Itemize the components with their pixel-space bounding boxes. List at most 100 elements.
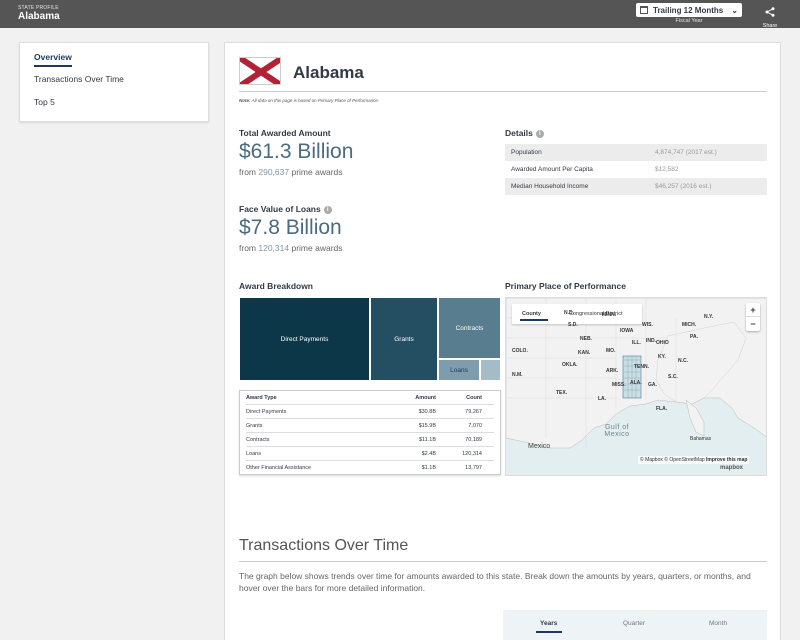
map-label-ind: IND.	[646, 338, 656, 344]
map-label-nc: N.C.	[678, 358, 688, 364]
map-label-minn: MINN.	[602, 312, 617, 318]
table-header: Award Type Amount Count	[246, 391, 494, 405]
divider	[239, 91, 767, 92]
attrib-mapbox-link[interactable]: © Mapbox	[640, 457, 663, 463]
place-of-performance-map[interactable]: County Congressional District + − N.D. M…	[505, 297, 767, 476]
map-label-ill: ILL.	[632, 340, 641, 346]
tab-month[interactable]: Month	[709, 620, 728, 627]
map-label-tenn: TENN.	[634, 364, 649, 370]
nav-active-indicator	[34, 65, 72, 67]
top-header-bar: STATE PROFILE Alabama Trailing 12 Months…	[0, 0, 800, 29]
improve-map-link[interactable]: Improve this map	[706, 457, 748, 463]
overview-panel: Alabama Note: All data on this page is b…	[224, 42, 781, 640]
share-button[interactable]: Share	[760, 4, 780, 29]
divider	[239, 561, 767, 562]
details-label: Details i	[505, 128, 544, 138]
tab-county[interactable]: County	[522, 311, 541, 317]
map-label-tex: TEX.	[556, 390, 568, 396]
map-layer-tabs: County Congressional District	[512, 304, 642, 324]
total-awarded-count: from 290,637 prime awards	[239, 167, 343, 177]
map-label-sc: S.C.	[668, 374, 678, 380]
award-treemap: Direct Payments Grants Contracts Loans	[239, 297, 501, 381]
map-label-neb: NEB.	[580, 336, 592, 342]
tab-active-indicator	[520, 319, 548, 321]
map-label-gulf: Gulf of Mexico	[604, 424, 630, 438]
mapbox-logo[interactable]: mapbox	[720, 465, 744, 471]
map-label-sd: S.D.	[568, 322, 578, 328]
state-flag	[239, 57, 281, 85]
map-label-iowa: IOWA	[620, 328, 634, 334]
map-label-ga: GA.	[648, 382, 657, 388]
map-label-ky: KY.	[658, 354, 666, 360]
details-row: Median Household Income $46,257 (2016 est…	[505, 178, 767, 195]
nav-item-overview[interactable]: Overview	[34, 52, 72, 62]
map-label-kan: KAN.	[578, 350, 591, 356]
fiscal-year-select[interactable]: Trailing 12 Months ⌄	[636, 3, 742, 17]
nav-item-transactions[interactable]: Transactions Over Time	[34, 74, 124, 84]
share-icon	[765, 7, 775, 17]
map-attribution: © Mapbox © OpenStreetMap Improve this ma…	[638, 456, 750, 464]
map-label-mexico: Mexico	[528, 443, 551, 450]
treemap-cell-grants[interactable]: Grants	[370, 297, 438, 381]
tab-years[interactable]: Years	[540, 620, 558, 627]
map-label-mich: MICH.	[682, 322, 697, 328]
treemap-cell-direct-payments[interactable]: Direct Payments	[239, 297, 370, 381]
fiscal-year-caption: Fiscal Year	[675, 18, 703, 24]
map-label: Primary Place of Performance	[505, 281, 626, 291]
treemap-cell-contracts[interactable]: Contracts	[438, 297, 501, 359]
map-zoom-controls: + −	[746, 303, 760, 331]
map-label-colo: COLO.	[512, 348, 528, 354]
tab-quarter[interactable]: Quarter	[623, 620, 646, 627]
tab-congressional-district[interactable]: Congressional District	[569, 311, 623, 317]
face-value-loans-amount: $7.8 Billion	[239, 216, 342, 239]
map-label-pa: PA.	[690, 334, 698, 340]
fiscal-year-value: Trailing 12 Months	[653, 5, 724, 15]
transactions-title: Transactions Over Time	[239, 537, 409, 554]
section-nav: Overview Transactions Over Time Top 5	[19, 42, 209, 122]
data-note: Note: All data on this page is based on …	[239, 98, 380, 103]
map-label-nd: N.D.	[564, 310, 574, 316]
details-row: Awarded Amount Per Capita $12,582	[511, 166, 679, 173]
total-awarded-label: Total Awarded Amount	[239, 128, 331, 138]
map-label-bahamas: Bahamas	[690, 436, 712, 442]
details-row: Population 4,874,747 (2017 est.)	[505, 144, 767, 161]
table-row: Other Financial Assistance $1.1B 13,797	[246, 465, 482, 471]
map-label-ala: ALA.	[630, 380, 642, 386]
map-label-mo: MO.	[606, 348, 616, 354]
map-label-la: LA.	[598, 396, 607, 402]
calendar-icon	[640, 6, 648, 14]
transactions-description: The graph below shows trends over time f…	[239, 571, 751, 593]
map-land	[506, 298, 766, 449]
tab-active-indicator	[536, 631, 562, 633]
face-value-loans-label: Face Value of Loans i	[239, 204, 332, 214]
table-row: Grants $15.9B 7,070	[246, 419, 494, 433]
loans-count: from 120,314 prime awards	[239, 243, 343, 253]
table-row: Contracts $11.1B 70,189	[246, 433, 494, 447]
info-icon[interactable]: i	[535, 130, 544, 138]
attrib-osm-link[interactable]: © OpenStreetMap	[664, 457, 705, 463]
table-row: Loans $2.4B 120,314	[246, 447, 494, 461]
info-icon[interactable]: i	[323, 206, 332, 214]
chevron-down-icon: ⌄	[731, 5, 738, 15]
award-breakdown-label: Award Breakdown	[239, 281, 314, 291]
award-breakdown-table: Award Type Amount Count Direct Payments $…	[239, 390, 501, 475]
map-label-nm: N.M.	[512, 372, 523, 378]
zoom-in-button[interactable]: +	[746, 303, 760, 317]
map-label-ny: N.Y.	[704, 314, 714, 320]
page-title: Alabama	[293, 63, 364, 82]
map-label-ohio: OHIO	[656, 340, 669, 346]
treemap-cell-loans[interactable]: Loans	[438, 359, 480, 381]
zoom-out-button[interactable]: −	[750, 319, 756, 329]
map-label-fla: FLA.	[656, 406, 668, 412]
header-state-name: Alabama	[18, 11, 60, 22]
map-label-wis: WIS.	[642, 322, 653, 328]
map-label-ark: ARK.	[606, 368, 619, 374]
map-label-okla: OKLA.	[562, 362, 578, 368]
treemap-cell-other[interactable]	[480, 359, 501, 381]
page-eyebrow: STATE PROFILE	[18, 5, 59, 11]
nav-item-top-5[interactable]: Top 5	[34, 97, 55, 107]
share-label: Share	[762, 23, 778, 29]
total-awarded-amount: $61.3 Billion	[239, 140, 354, 163]
map-label-miss: MISS.	[612, 382, 626, 388]
period-tabs: Years Quarter Month	[503, 610, 767, 640]
